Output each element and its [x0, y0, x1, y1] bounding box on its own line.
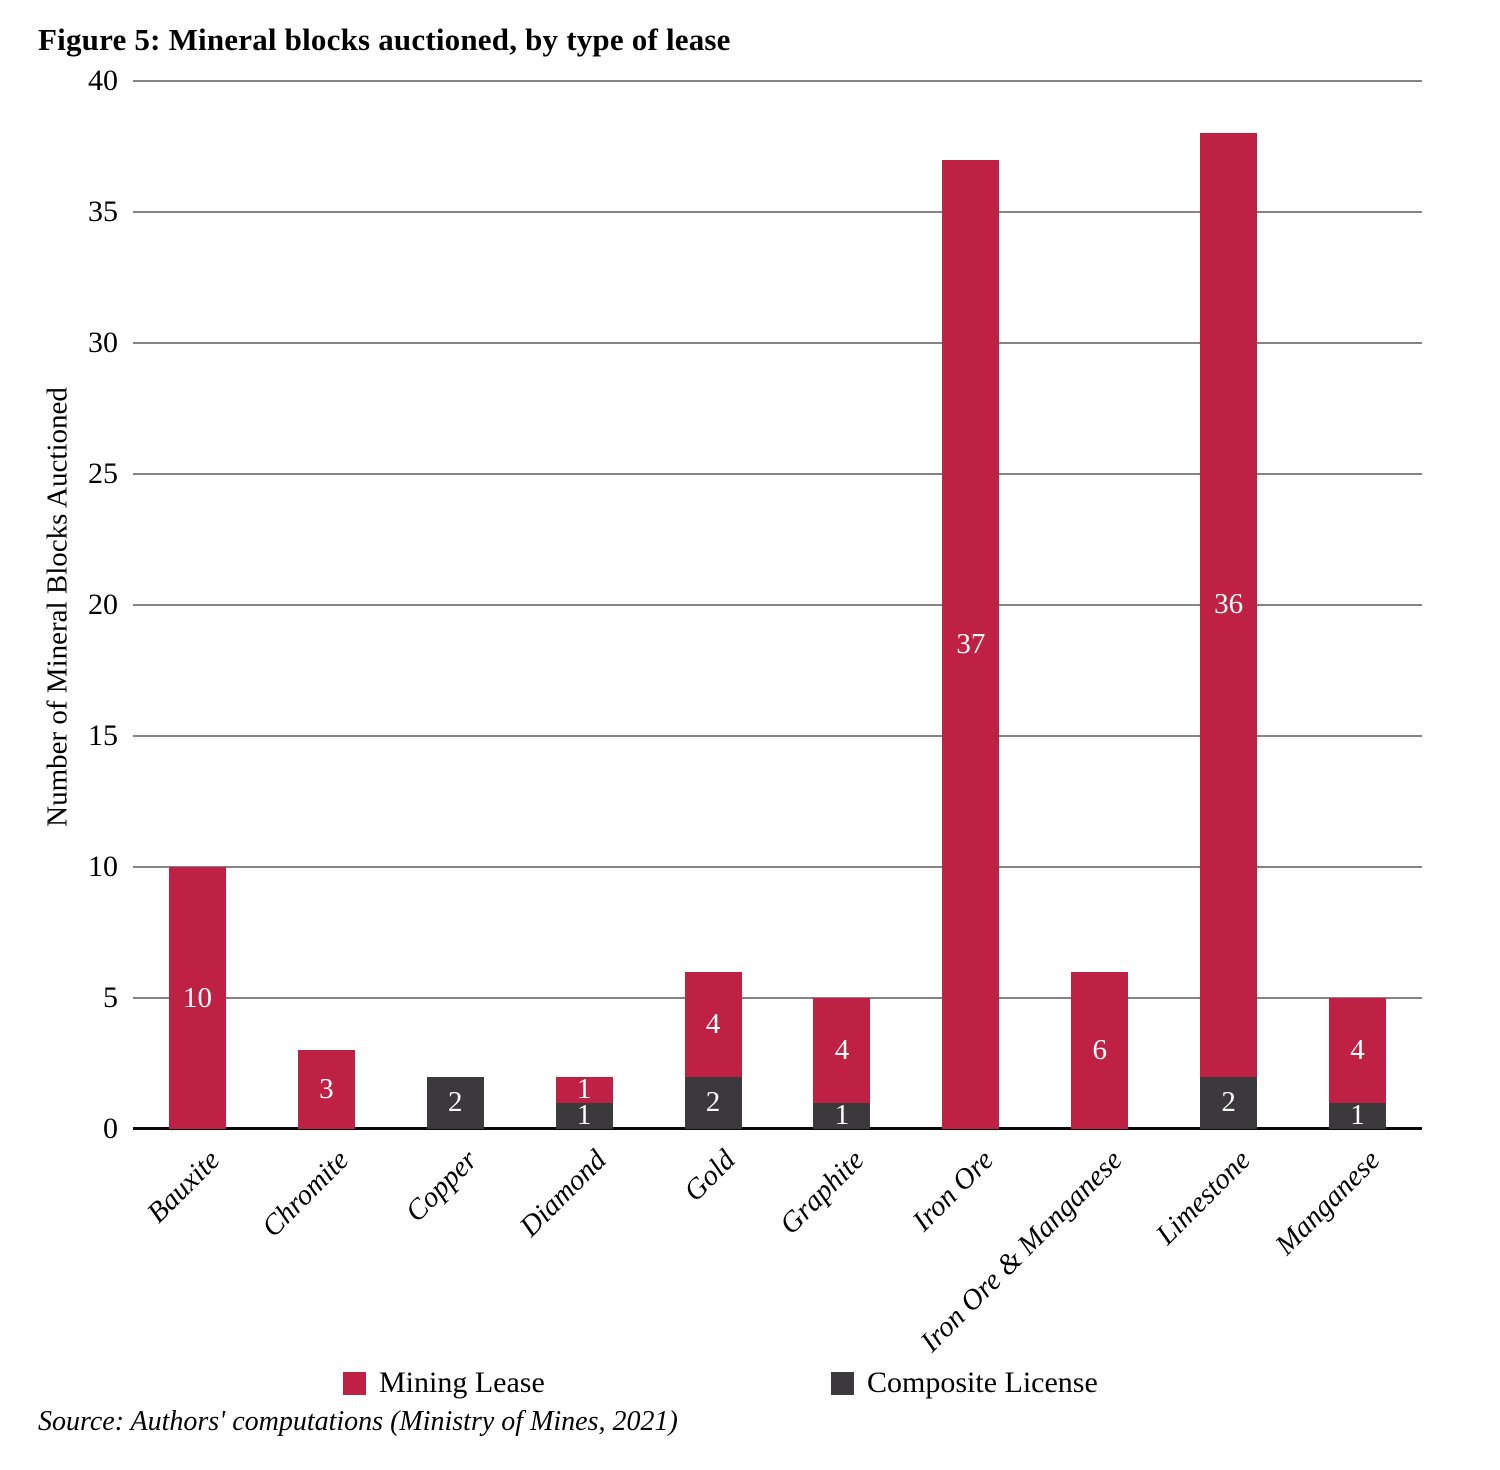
bar-segment-composite-license: 2 — [684, 1076, 742, 1129]
x-axis-line — [133, 1127, 1422, 1130]
bar-value-label: 4 — [705, 1007, 721, 1040]
y-tick-label: 10 — [88, 850, 118, 883]
bar-value-label: 1 — [576, 1073, 592, 1106]
x-axis-label: Limestone — [1150, 1144, 1258, 1251]
bar-segment-mining-lease: 37 — [942, 159, 1000, 1129]
x-axis-label: Chromite — [255, 1144, 355, 1244]
legend-swatch-icon — [343, 1371, 366, 1395]
gridline — [133, 473, 1422, 475]
bar-value-label: 1 — [834, 1099, 850, 1132]
legend-label: Mining Lease — [379, 1366, 545, 1399]
x-axis-label: Diamond — [513, 1144, 613, 1243]
gridline — [133, 997, 1422, 999]
gridline — [133, 211, 1422, 213]
bar-segment-mining-lease: 1 — [555, 1073, 613, 1106]
bar-value-label: 2 — [448, 1086, 463, 1119]
y-tick-label: 40 — [88, 64, 118, 97]
gridline — [133, 735, 1422, 737]
bar-segment-mining-lease: 4 — [813, 998, 871, 1103]
bar-value-label: 3 — [319, 1073, 334, 1106]
x-axis-label: Manganese — [1269, 1144, 1387, 1262]
y-tick-label: 35 — [88, 195, 118, 228]
figure-title: Figure 5: Mineral blocks auctioned, by t… — [38, 22, 731, 57]
bar-segment-mining-lease: 10 — [168, 867, 226, 1129]
bar-value-label: 1 — [1350, 1099, 1365, 1132]
gridline — [133, 866, 1422, 868]
y-tick-label: 30 — [88, 326, 118, 359]
bar-value-label: 2 — [1221, 1086, 1236, 1119]
bar-value-label: 10 — [182, 981, 212, 1014]
x-axis-label: Gold — [678, 1144, 742, 1208]
gridline — [133, 342, 1422, 344]
x-axis-label: Copper — [399, 1144, 484, 1229]
bar-value-label: 37 — [956, 627, 986, 660]
y-tick-label: 0 — [103, 1112, 118, 1145]
legend-swatch-icon — [831, 1371, 854, 1395]
bar-value-label: 2 — [705, 1086, 721, 1119]
y-tick-label: 5 — [103, 981, 118, 1014]
gridline — [133, 604, 1422, 606]
bar-value-label: 4 — [1350, 1033, 1365, 1066]
bar-value-label: 4 — [834, 1033, 850, 1066]
bar-segment-mining-lease: 4 — [1329, 998, 1387, 1103]
x-axis-label: Iron Ore — [906, 1144, 1000, 1238]
bar-segment-mining-lease: 4 — [684, 971, 742, 1077]
legend-item-mining-lease: Mining Lease — [343, 1368, 545, 1398]
bar-segment-composite-license: 1 — [1329, 1099, 1387, 1132]
y-tick-label: 25 — [88, 457, 118, 490]
source-note: Source: Authors' computations (Ministry … — [38, 1406, 678, 1437]
bar-segment-mining-lease: 3 — [297, 1050, 355, 1129]
bar-segment-mining-lease: 6 — [1071, 971, 1129, 1129]
bar-segment-composite-license: 2 — [1200, 1076, 1258, 1129]
legend-label: Composite License — [867, 1366, 1098, 1399]
bar-value-label: 6 — [1092, 1033, 1108, 1066]
bar-value-label: 36 — [1214, 588, 1244, 621]
bar-value-label: 1 — [576, 1099, 592, 1132]
bar-segment-composite-license: 1 — [813, 1099, 871, 1132]
x-axis-label: Bauxite — [140, 1144, 227, 1230]
legend-item-composite-license: Composite License — [831, 1368, 1098, 1398]
y-tick-label: 20 — [88, 588, 118, 621]
bar-segment-composite-license: 2 — [426, 1076, 484, 1129]
bar-segment-mining-lease: 36 — [1200, 133, 1258, 1077]
y-tick-label: 15 — [88, 719, 118, 752]
bar-segment-composite-license: 1 — [555, 1099, 613, 1132]
x-axis-label: Graphite — [773, 1144, 871, 1241]
gridline — [133, 80, 1422, 82]
